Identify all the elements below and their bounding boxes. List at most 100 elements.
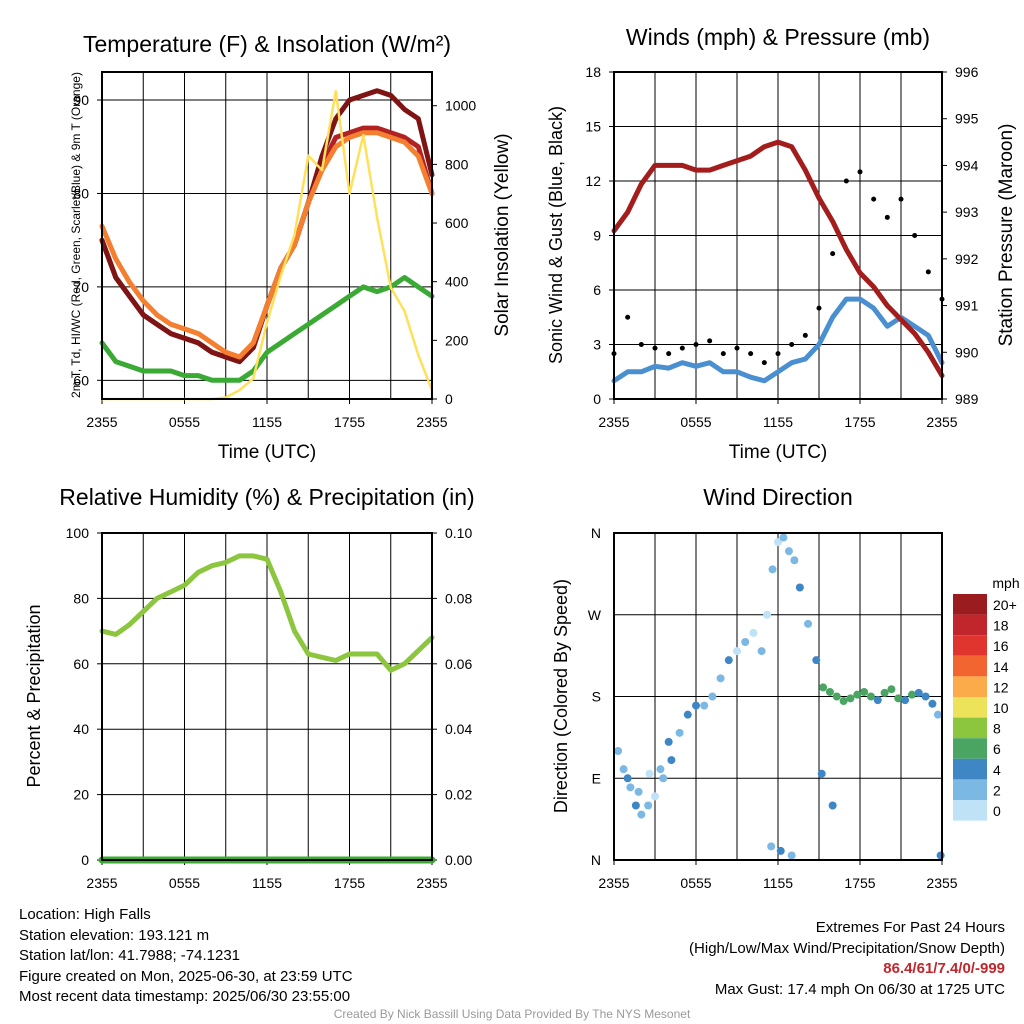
direction-point: [787, 851, 796, 860]
plot-frame: [101, 532, 433, 861]
data-point: [802, 332, 808, 338]
direction-point: [692, 701, 700, 710]
plot-frame: [101, 71, 433, 400]
y-tick-label: 80: [73, 185, 89, 201]
x-tick-label: 0555: [169, 875, 200, 891]
data-point: [693, 342, 699, 347]
legend-label: 2: [993, 782, 1001, 798]
direction-point: [675, 728, 684, 737]
y-tick-label: 0: [593, 391, 601, 407]
plot-frame: [613, 532, 943, 861]
direction-point: [626, 783, 635, 792]
direction-point: [776, 846, 785, 855]
speed-legend: mph 20+ 18 16 14 12 10 8 6 4 2 0: [953, 575, 1020, 821]
direction-point: [784, 547, 793, 556]
data-point: [830, 251, 836, 257]
x-axis-label: Time (UTC): [218, 442, 317, 463]
y-tick-label: N: [591, 525, 601, 541]
direction-point: [817, 769, 826, 778]
direction-point: [763, 610, 772, 619]
legend-swatch: [953, 779, 987, 800]
direction-point: [828, 801, 837, 810]
y-tick-label: 20: [73, 787, 89, 803]
x-axis-label: Time (UTC): [729, 442, 828, 463]
series-td: [99, 275, 435, 383]
y-axis-label: Percent & Precipitation: [24, 604, 44, 787]
y2-tick-label: 993: [955, 204, 979, 220]
y-tick-label: 6: [593, 282, 601, 298]
y-tick-label: N: [591, 852, 601, 868]
direction-point: [812, 656, 821, 665]
legend-label: 10: [993, 700, 1009, 716]
direction-point: [866, 692, 875, 701]
x-tick-label: 2355: [416, 875, 447, 891]
data-point: [816, 305, 822, 311]
direction-point: [700, 701, 709, 710]
direction-point: [716, 674, 725, 683]
legend-swatch: [953, 635, 987, 656]
series-relative-humidity: [99, 553, 435, 673]
y-tick-label: 15: [585, 119, 601, 135]
data-point: [761, 360, 767, 366]
data-point: [925, 269, 931, 275]
direction-point: [656, 765, 665, 774]
direction-point: [880, 688, 889, 697]
station-latlon: Station lat/lon: 41.7988; -74.1231: [19, 947, 241, 964]
data-point: [871, 196, 877, 202]
legend-label: 18: [993, 618, 1009, 634]
legend-label: 20+: [993, 597, 1017, 613]
y-tick-label: S: [592, 689, 601, 705]
data-point: [912, 233, 918, 238]
x-tick-label: 1155: [252, 414, 282, 430]
x-tick-label: 1755: [844, 875, 875, 891]
direction-point: [623, 774, 632, 783]
x-tick-label: 2355: [598, 875, 629, 891]
y2-tick-label: 992: [955, 251, 979, 267]
y-tick-label: 80: [73, 590, 89, 606]
direction-point: [651, 792, 659, 801]
x-tick-label: 2355: [926, 875, 957, 891]
data-point: [734, 345, 740, 351]
data-point: [884, 214, 890, 220]
data-point: [720, 351, 726, 357]
direction-point: [708, 692, 717, 701]
station-info: Location: High Falls Station elevation: …: [19, 905, 353, 1008]
direction-point: [644, 801, 653, 810]
legend-swatch: [953, 614, 987, 636]
direction-point: [659, 774, 668, 783]
direction-point: [936, 851, 945, 860]
legend-label: 0: [993, 803, 1001, 819]
direction-point: [724, 656, 733, 665]
y2-tick-label: 0.00: [445, 852, 472, 868]
direction-point: [846, 694, 855, 703]
y2-tick-label: 991: [955, 298, 979, 314]
direction-point: [683, 710, 692, 719]
y-tick-label: 60: [73, 372, 89, 388]
series-station-pressure: [611, 139, 945, 379]
data-point: [625, 314, 631, 320]
y2-tick-label: 200: [445, 332, 469, 348]
direction-point: [749, 628, 758, 637]
y2-tick-label: 600: [445, 215, 469, 231]
panel-3: Relative Humidity (%) & Precipitation (i…: [24, 484, 475, 891]
direction-points: [614, 533, 945, 860]
x-tick-label: 1155: [763, 414, 793, 430]
data-point: [666, 351, 672, 357]
legend-swatch: [953, 594, 987, 615]
data-point: [775, 351, 781, 357]
plot-frame: [613, 71, 943, 400]
legend-label: 12: [993, 679, 1009, 695]
direction-point: [619, 765, 628, 774]
panel-1: Temperature (F) & Insolation (W/m²) 2355 0…: [69, 31, 513, 463]
series-9m-t: [99, 130, 435, 360]
direction-point: [664, 737, 673, 746]
y2-tick-label: 995: [955, 111, 979, 127]
direction-point: [832, 692, 841, 701]
x-tick-label: 0555: [680, 875, 711, 891]
panel-1-title: Temperature (F) & Insolation (W/m²): [83, 31, 451, 57]
direction-point: [839, 697, 848, 706]
panel-2: Winds (mph) & Pressure (mb) 2355 0555 1155 1…: [546, 24, 1017, 463]
y-tick-label: 40: [73, 721, 89, 737]
y2-tick-label: 0.08: [445, 590, 472, 606]
legend-swatch: [953, 697, 987, 718]
